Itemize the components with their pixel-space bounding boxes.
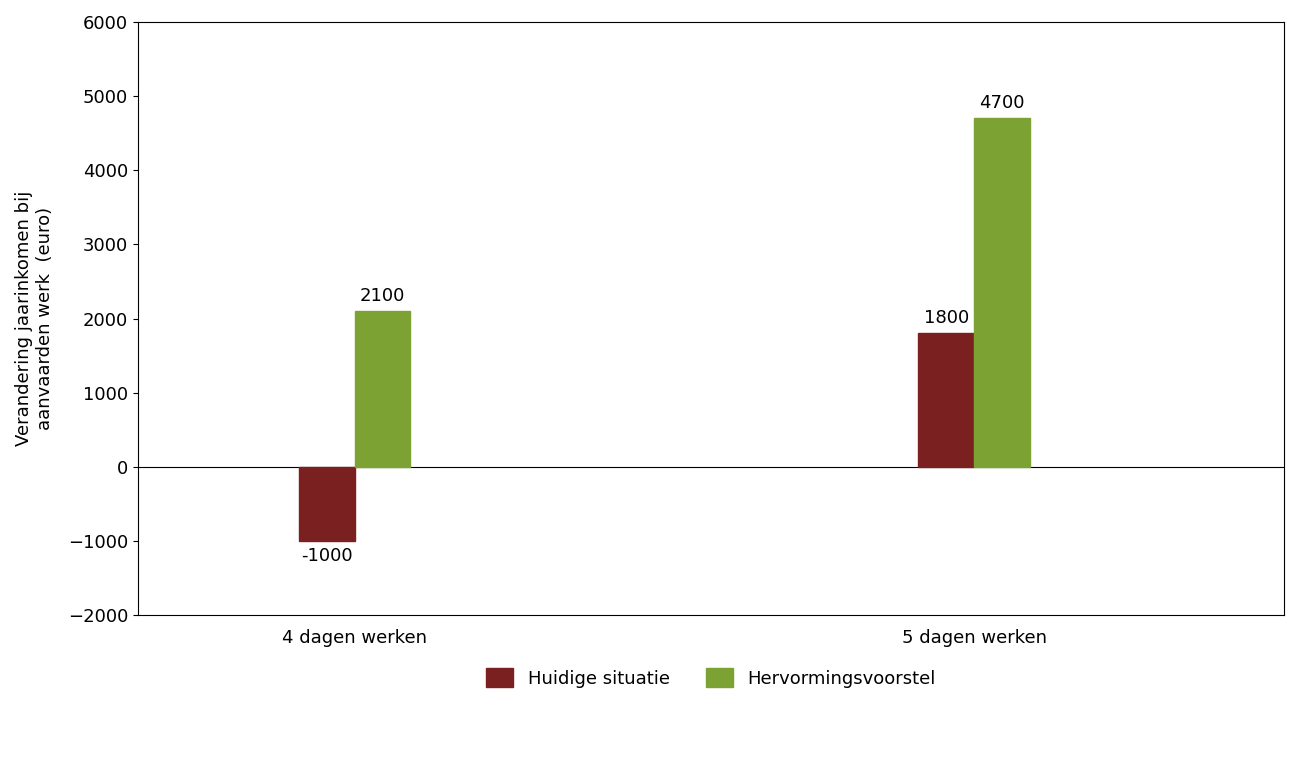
Y-axis label: Verandering jaarinkomen bij
aanvaarden werk  (euro): Verandering jaarinkomen bij aanvaarden w… — [16, 191, 53, 446]
Bar — [918, 334, 974, 467]
Text: 4700: 4700 — [979, 94, 1025, 113]
Bar — [355, 311, 410, 467]
Text: -1000: -1000 — [301, 547, 352, 565]
Legend: Huidige situatie, Hervormingsvoorstel: Huidige situatie, Hervormingsvoorstel — [479, 662, 943, 695]
Bar — [974, 118, 1030, 467]
Text: 2100: 2100 — [360, 287, 405, 305]
Bar — [299, 467, 355, 541]
Text: 1800: 1800 — [924, 310, 969, 327]
